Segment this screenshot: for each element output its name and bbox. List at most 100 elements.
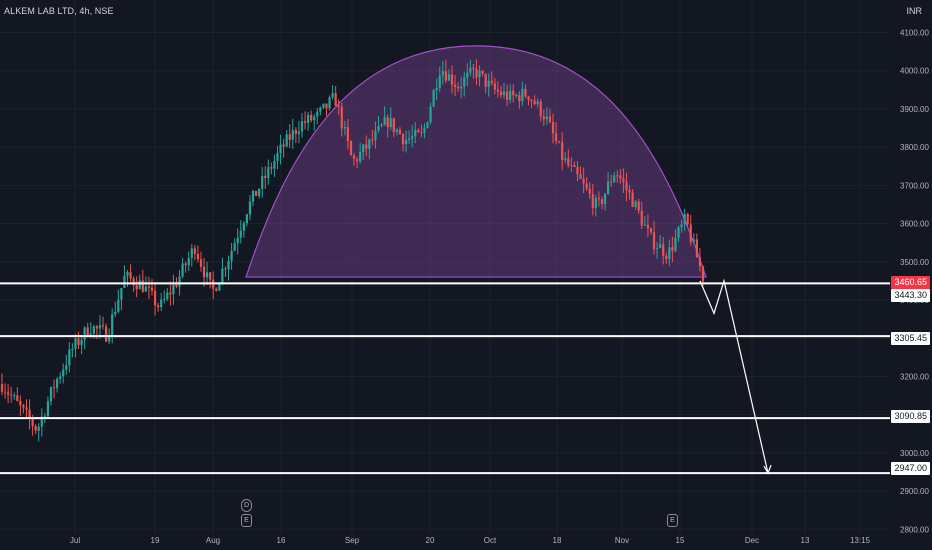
- level-price-label: 2947.00: [891, 462, 930, 475]
- candle-body: [245, 214, 248, 224]
- candle-body: [10, 394, 13, 396]
- candle-body: [429, 106, 432, 123]
- candle-body: [389, 118, 392, 128]
- candle-body: [570, 165, 573, 167]
- time-tick-label: Dec: [745, 536, 759, 545]
- candle-body: [0, 384, 4, 392]
- price-axis[interactable]: 4100.00 4000.00 3900.00 3800.00 3700.00 3600.…: [890, 0, 932, 550]
- candle-body: [518, 95, 521, 102]
- candle-body: [686, 213, 689, 225]
- candle-body: [95, 326, 98, 329]
- candle-body: [649, 228, 653, 233]
- candle-body: [80, 339, 83, 346]
- candle-body: [359, 152, 362, 162]
- support-levels[interactable]: [0, 282, 890, 475]
- candle-body: [380, 124, 383, 126]
- candle-body: [554, 133, 558, 142]
- candle-body: [460, 86, 463, 89]
- candle-body: [132, 278, 135, 286]
- candle-body: [150, 287, 154, 291]
- time-axis[interactable]: Jul 19 Aug 16 Sep 20 Oct 18 Nov 15 Dec 13 13:15: [70, 536, 871, 545]
- candle-body: [447, 74, 451, 81]
- time-tick-label: 13: [801, 536, 810, 545]
- price-tick-label: 3700.00: [900, 181, 929, 190]
- candle-body: [71, 349, 74, 351]
- candle-body: [37, 426, 40, 431]
- candle-body: [701, 266, 705, 282]
- candle-body: [689, 224, 692, 242]
- candle-body: [594, 197, 597, 208]
- time-tick-label: Sep: [345, 536, 360, 545]
- candle-body: [31, 418, 34, 427]
- candle-body: [313, 116, 316, 121]
- candle-body: [101, 325, 105, 327]
- candle-body: [466, 72, 469, 78]
- candle-body: [619, 175, 622, 179]
- candle-body: [19, 400, 22, 406]
- candle-body: [163, 298, 166, 300]
- candle-body: [43, 416, 46, 418]
- candle-body: [404, 139, 408, 145]
- candle-body: [383, 117, 386, 125]
- candle-body: [303, 121, 307, 123]
- candle-body: [674, 237, 677, 251]
- price-tick-label: 4100.00: [900, 28, 929, 37]
- projection-path[interactable]: [699, 278, 772, 475]
- candle-body: [202, 266, 206, 278]
- candle-body: [616, 175, 619, 177]
- candle-body: [401, 134, 405, 145]
- candle-body: [646, 224, 649, 229]
- candle-body: [628, 189, 631, 193]
- candle-body: [643, 224, 646, 226]
- candle-body: [499, 91, 503, 96]
- candle-body: [362, 144, 365, 153]
- candle-body: [349, 141, 353, 156]
- price-axis-bg: [890, 0, 932, 550]
- earnings-event-icon[interactable]: E: [241, 514, 252, 527]
- rounding-top-pattern[interactable]: [245, 45, 707, 278]
- candle-body: [98, 325, 102, 329]
- candle-body: [153, 290, 157, 306]
- candle-body: [478, 70, 481, 78]
- candle-body: [144, 286, 147, 292]
- candle-body: [435, 88, 438, 91]
- candle-body: [187, 258, 190, 266]
- candle-body: [285, 134, 288, 147]
- candle-body: [533, 100, 536, 105]
- candle-body: [16, 395, 19, 401]
- candle-body: [172, 284, 175, 295]
- time-tick-label: 19: [151, 536, 160, 545]
- candle-body: [34, 426, 37, 431]
- candle-body: [610, 181, 613, 183]
- dividend-event-icon[interactable]: D: [241, 499, 252, 512]
- candle-body: [659, 244, 662, 249]
- candle-body: [548, 116, 552, 123]
- candle-body: [414, 130, 417, 137]
- candle-body: [199, 259, 203, 267]
- candle-body: [264, 175, 267, 178]
- currency-label[interactable]: INR: [906, 6, 923, 16]
- candle-body: [89, 333, 92, 336]
- candle-body: [120, 287, 123, 300]
- level-price-label: 3090.85: [891, 410, 930, 423]
- candle-body: [83, 327, 86, 340]
- candle-body: [129, 272, 132, 279]
- candle-body: [291, 129, 294, 140]
- candle-body: [307, 114, 310, 123]
- earnings-event-icon[interactable]: E: [667, 514, 678, 527]
- candle-body: [411, 136, 414, 139]
- candle-body: [310, 114, 313, 121]
- candle-body: [157, 305, 160, 308]
- candle-body: [138, 280, 141, 290]
- candle-body: [558, 141, 561, 143]
- candle-body: [386, 117, 389, 128]
- candle-body: [662, 244, 665, 256]
- candle-body: [469, 67, 472, 73]
- candle-body: [582, 178, 585, 184]
- candle-body: [239, 230, 242, 238]
- symbol-title[interactable]: ALKEM LAB LTD, 4h, NSE: [4, 6, 114, 16]
- candle-body: [276, 153, 279, 162]
- projection-line: [699, 278, 769, 474]
- candle-body: [683, 213, 686, 225]
